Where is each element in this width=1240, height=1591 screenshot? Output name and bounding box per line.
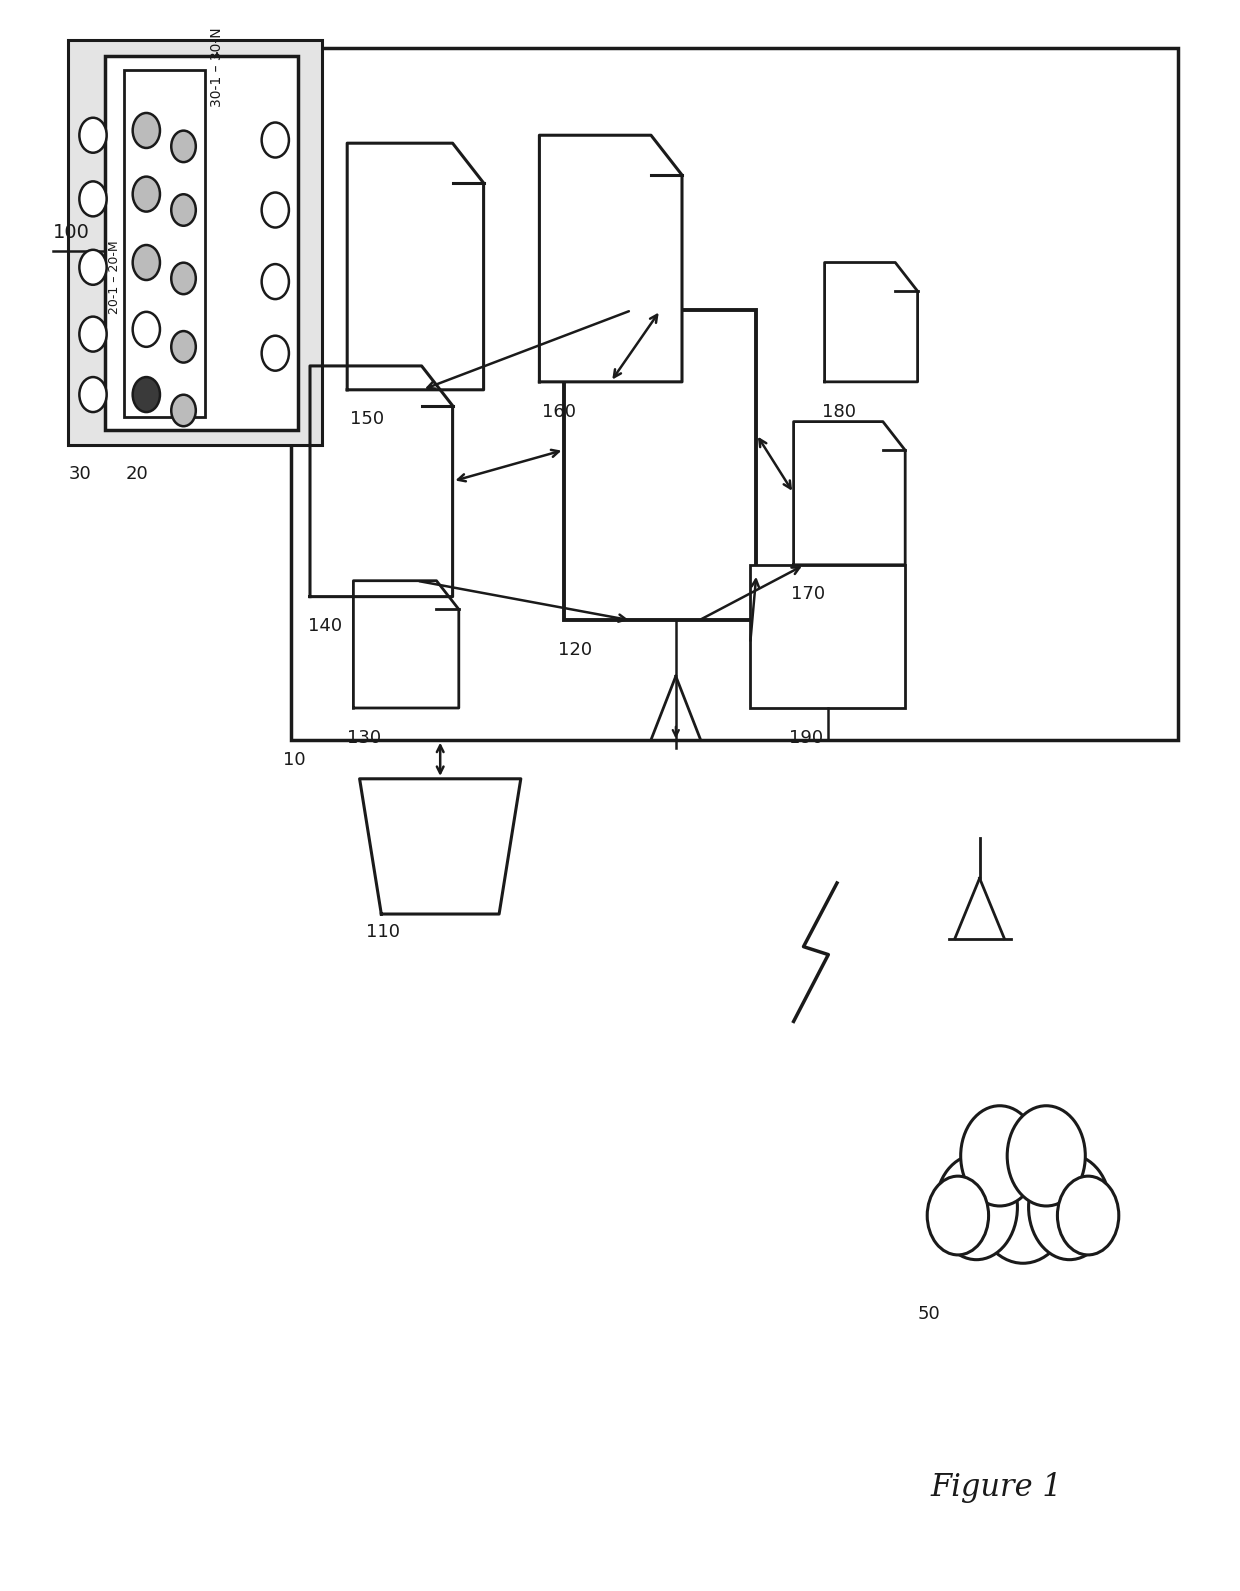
Text: 130: 130: [347, 729, 382, 746]
Circle shape: [133, 377, 160, 412]
Text: 120: 120: [558, 641, 593, 659]
FancyBboxPatch shape: [124, 70, 205, 417]
Circle shape: [171, 130, 196, 162]
Text: 160: 160: [542, 403, 575, 420]
Text: 170: 170: [791, 585, 826, 603]
Circle shape: [262, 336, 289, 371]
Text: 50: 50: [918, 1305, 940, 1322]
Circle shape: [262, 123, 289, 158]
Polygon shape: [310, 366, 453, 597]
Text: 20: 20: [125, 465, 148, 482]
Circle shape: [133, 312, 160, 347]
Circle shape: [79, 250, 107, 285]
Circle shape: [1028, 1155, 1111, 1260]
Circle shape: [79, 181, 107, 216]
Circle shape: [1058, 1176, 1118, 1255]
Circle shape: [928, 1176, 988, 1255]
Text: 140: 140: [308, 617, 342, 635]
Circle shape: [262, 193, 289, 228]
Text: 10: 10: [283, 751, 305, 768]
Text: Figure 1: Figure 1: [930, 1473, 1061, 1503]
Polygon shape: [794, 422, 905, 565]
Circle shape: [935, 1155, 1017, 1260]
Circle shape: [133, 245, 160, 280]
FancyBboxPatch shape: [105, 56, 298, 430]
Text: 30-1 – 30-N: 30-1 – 30-N: [210, 27, 224, 107]
Circle shape: [171, 194, 196, 226]
Circle shape: [961, 1106, 1039, 1206]
Polygon shape: [353, 581, 459, 708]
Circle shape: [1007, 1106, 1085, 1206]
Text: 30: 30: [68, 465, 91, 482]
Text: 110: 110: [366, 923, 399, 940]
Circle shape: [133, 113, 160, 148]
Text: 150: 150: [350, 410, 384, 428]
Circle shape: [171, 395, 196, 426]
Text: 180: 180: [822, 403, 856, 420]
Circle shape: [79, 118, 107, 153]
FancyBboxPatch shape: [750, 565, 905, 708]
Circle shape: [133, 177, 160, 212]
FancyBboxPatch shape: [68, 40, 322, 445]
Polygon shape: [360, 778, 521, 913]
Circle shape: [171, 331, 196, 363]
Polygon shape: [347, 143, 484, 390]
Circle shape: [79, 317, 107, 352]
FancyBboxPatch shape: [291, 48, 1178, 740]
Polygon shape: [539, 135, 682, 382]
Polygon shape: [825, 263, 918, 382]
Circle shape: [975, 1139, 1071, 1263]
Text: 100: 100: [53, 223, 91, 242]
FancyBboxPatch shape: [564, 310, 756, 620]
Text: 20-1 – 20-M: 20-1 – 20-M: [108, 240, 120, 313]
Circle shape: [79, 377, 107, 412]
Circle shape: [171, 263, 196, 294]
Text: 190: 190: [789, 729, 823, 746]
Circle shape: [262, 264, 289, 299]
